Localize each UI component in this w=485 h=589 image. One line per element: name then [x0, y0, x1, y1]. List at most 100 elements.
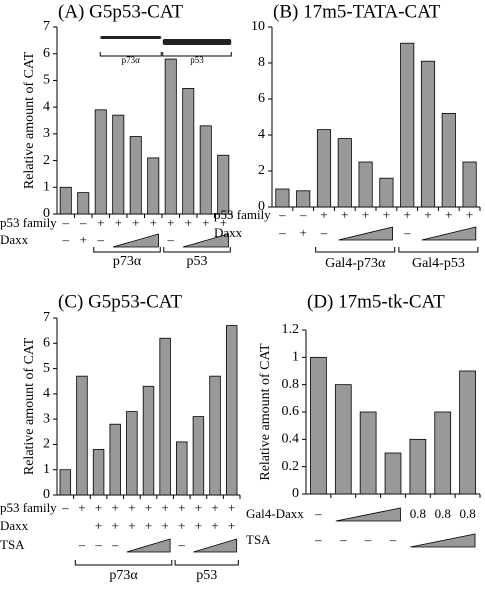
row-sign: 0.8 [459, 506, 475, 521]
row-sign: + [424, 207, 431, 222]
row-sign: + [150, 215, 157, 230]
bar [225, 325, 238, 496]
group-label: p53 [187, 254, 208, 269]
row-label: TSA [0, 537, 25, 552]
row-sign: – [278, 225, 286, 240]
row-sign: – [403, 225, 411, 240]
bar [358, 161, 373, 208]
bar [209, 375, 221, 496]
row-label: Daxx [214, 225, 243, 240]
bar [459, 370, 476, 495]
bar [384, 452, 402, 495]
bar [275, 188, 290, 208]
row-sign: + [178, 518, 185, 533]
inset-label: p73α [122, 55, 141, 65]
row-sign: – [314, 532, 322, 547]
bar [129, 136, 142, 215]
bar [176, 441, 188, 496]
row-sign: + [95, 518, 102, 533]
row-sign: + [161, 518, 168, 533]
group-bracket [315, 247, 396, 253]
bar [296, 190, 311, 208]
row-sign: + [161, 500, 168, 515]
inset-label: p53 [190, 55, 204, 65]
y-tick-label: 2 [258, 163, 265, 178]
blot-band [100, 36, 162, 39]
row-sign: – [61, 500, 69, 515]
y-tick-label: 3 [43, 411, 50, 426]
row-label: p53 family [0, 500, 57, 515]
group-label: p53 [196, 568, 217, 583]
row-sign: + [80, 232, 87, 247]
row-sign: + [404, 207, 411, 222]
row-sign: – [278, 207, 286, 222]
bar [76, 375, 88, 496]
row-sign: – [299, 207, 307, 222]
row-sign: + [220, 215, 227, 230]
y-axis-label: Relative amount of CAT [22, 337, 37, 475]
row-label: Daxx [0, 518, 29, 533]
y-tick-label: 10 [251, 19, 265, 34]
bar [359, 411, 377, 495]
panel-title: (B) 17m5-TATA-CAT [273, 1, 441, 22]
row-sign: – [97, 232, 105, 247]
wedge [410, 533, 476, 548]
inset-bracket [162, 52, 232, 57]
row-sign: + [132, 215, 139, 230]
y-tick-label: 0 [292, 486, 299, 501]
wedge [126, 538, 171, 553]
row-sign: – [78, 537, 86, 552]
group-bracket [93, 247, 161, 253]
y-tick-label: 6 [43, 336, 50, 351]
bar [77, 192, 90, 215]
row-label: p53 family [0, 215, 57, 230]
row-sign: 0.8 [435, 506, 451, 521]
bar [142, 385, 155, 496]
y-tick-label: 1 [292, 350, 299, 365]
bar [147, 157, 160, 215]
row-sign: + [362, 207, 369, 222]
y-tick-label: 3 [43, 126, 50, 141]
y-tick-label: 1 [43, 180, 50, 195]
bar [159, 337, 171, 496]
row-sign: + [211, 518, 218, 533]
bar [192, 416, 205, 496]
group-bracket [163, 247, 231, 253]
y-axis-label: Relative amount of CAT [258, 343, 273, 481]
bar [334, 384, 352, 495]
row-label: Daxx [0, 232, 29, 247]
bar [409, 438, 427, 495]
row-label: TSA [246, 532, 271, 547]
y-tick-label: 0.2 [282, 459, 300, 474]
row-sign: – [339, 532, 347, 547]
row-sign: + [185, 215, 192, 230]
bar [126, 411, 138, 496]
row-sign: – [320, 225, 328, 240]
row-sign: + [466, 207, 473, 222]
row-sign: + [78, 500, 85, 515]
group-label: p73α [109, 568, 138, 583]
bar [92, 449, 105, 496]
group-bracket [74, 560, 173, 566]
blot-band [162, 39, 232, 45]
y-tick-label: 2 [43, 437, 50, 452]
bar [316, 129, 332, 208]
group-label: Gal4-p73α [325, 256, 386, 271]
row-sign: + [128, 518, 135, 533]
y-tick-label: 6 [258, 91, 265, 106]
bar [59, 186, 72, 215]
y-tick-label: 8 [258, 55, 265, 70]
y-tick-label: 7 [43, 310, 50, 325]
y-tick-label: 0.8 [282, 377, 300, 392]
row-sign: + [300, 225, 307, 240]
row-sign: – [79, 215, 87, 230]
y-tick-label: 2 [43, 153, 50, 168]
row-sign: + [195, 518, 202, 533]
bar [112, 114, 125, 215]
row-sign: + [383, 207, 390, 222]
row-sign: + [178, 500, 185, 515]
bar [441, 113, 456, 208]
row-sign: + [167, 215, 174, 230]
row-sign: + [97, 215, 104, 230]
